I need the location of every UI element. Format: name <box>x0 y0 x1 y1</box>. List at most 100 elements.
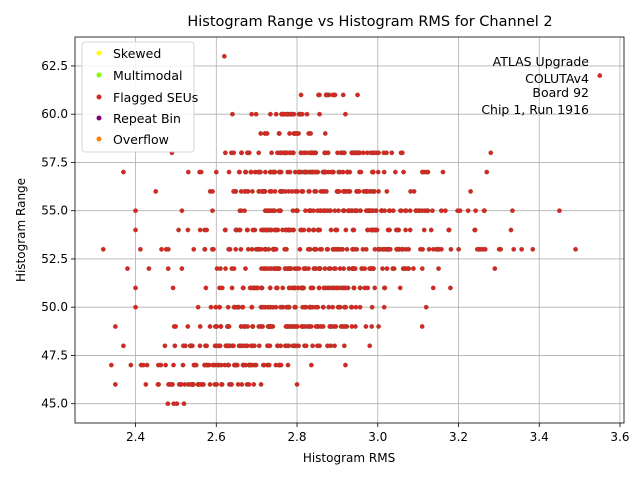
data-point <box>342 150 347 156</box>
data-point <box>317 227 323 233</box>
data-point <box>223 266 228 271</box>
data-point <box>230 111 235 117</box>
data-point <box>492 266 498 271</box>
data-point <box>236 169 242 175</box>
data-point <box>216 362 222 368</box>
data-point <box>234 362 240 368</box>
annotation-line-1: ATLAS Upgrade <box>493 54 590 69</box>
y-tick-label: 55.0 <box>41 204 68 218</box>
legend-entry-multimodal: Multimodal <box>96 68 182 83</box>
data-point <box>321 285 327 291</box>
data-point <box>391 266 397 271</box>
data-point <box>243 169 249 175</box>
data-point <box>250 324 256 329</box>
y-tick-label: 45.0 <box>41 397 68 411</box>
data-point <box>261 304 266 310</box>
legend-marker-flagged-seus <box>96 94 102 100</box>
data-point <box>211 246 216 252</box>
data-point <box>256 150 262 156</box>
data-point <box>231 189 236 194</box>
data-point <box>530 246 536 252</box>
data-point <box>226 169 232 175</box>
data-point <box>296 131 301 136</box>
x-tick-label: 3.6 <box>610 430 629 444</box>
legend: Skewed Multimodal Flagged SEUs Repeat Bi… <box>81 41 198 153</box>
data-point <box>510 208 515 214</box>
data-point <box>207 382 213 387</box>
data-point <box>268 324 273 329</box>
data-point <box>395 227 401 233</box>
data-point <box>171 401 177 407</box>
data-point <box>179 266 185 271</box>
points-layer <box>100 53 603 407</box>
data-point <box>125 266 130 271</box>
data-point <box>308 285 314 291</box>
data-point <box>296 266 302 271</box>
data-point <box>195 304 201 310</box>
data-point <box>484 169 490 175</box>
legend-entry-skewed: Skewed <box>96 46 161 61</box>
data-point <box>193 362 199 368</box>
data-point <box>328 343 334 349</box>
data-point <box>267 343 273 349</box>
data-point <box>258 382 264 387</box>
data-point <box>306 266 311 271</box>
data-point <box>247 362 253 368</box>
data-point <box>369 324 375 329</box>
data-point <box>197 169 202 175</box>
data-point <box>283 111 289 117</box>
data-point <box>332 92 338 98</box>
data-point <box>344 169 350 175</box>
legend-label-overflow: Overflow <box>113 132 169 147</box>
data-point <box>557 208 562 214</box>
data-point <box>283 304 289 310</box>
data-point <box>419 324 425 329</box>
data-point <box>403 227 408 233</box>
data-point <box>435 246 441 252</box>
data-point <box>292 304 298 310</box>
data-point <box>287 227 293 233</box>
annotation-line-3: Board 92 <box>532 85 589 100</box>
data-point <box>407 208 413 214</box>
data-point <box>261 362 267 368</box>
data-point <box>597 73 603 78</box>
data-point <box>358 169 364 175</box>
data-point <box>419 208 425 214</box>
data-point <box>473 208 478 214</box>
data-point <box>299 189 305 194</box>
data-point <box>296 343 301 349</box>
data-point <box>188 382 194 387</box>
data-point <box>322 131 328 136</box>
data-point <box>373 208 379 214</box>
data-point <box>352 266 358 271</box>
x-axis-title: Histogram RMS <box>303 451 395 465</box>
data-point <box>218 324 224 329</box>
data-point <box>307 208 313 214</box>
data-point <box>173 324 179 329</box>
data-point <box>328 169 334 175</box>
data-point <box>323 208 328 214</box>
y-tick-label: 47.5 <box>41 348 68 362</box>
data-point <box>133 285 138 291</box>
x-tick-label: 3.4 <box>530 430 549 444</box>
data-point <box>443 208 448 214</box>
data-point <box>306 131 312 136</box>
data-point <box>421 227 427 233</box>
data-point <box>310 227 316 233</box>
data-point <box>299 285 304 291</box>
data-point <box>197 324 203 329</box>
data-point <box>216 343 222 349</box>
data-point <box>203 285 209 291</box>
data-point <box>376 189 381 194</box>
data-point <box>337 266 343 271</box>
data-point <box>181 401 187 407</box>
data-point <box>255 285 261 291</box>
data-point <box>342 304 348 310</box>
data-point <box>210 189 215 194</box>
legend-marker-multimodal <box>96 72 102 78</box>
data-point <box>272 169 278 175</box>
data-point <box>153 189 159 194</box>
data-point <box>328 227 334 233</box>
legend-marker-skewed <box>96 50 102 56</box>
